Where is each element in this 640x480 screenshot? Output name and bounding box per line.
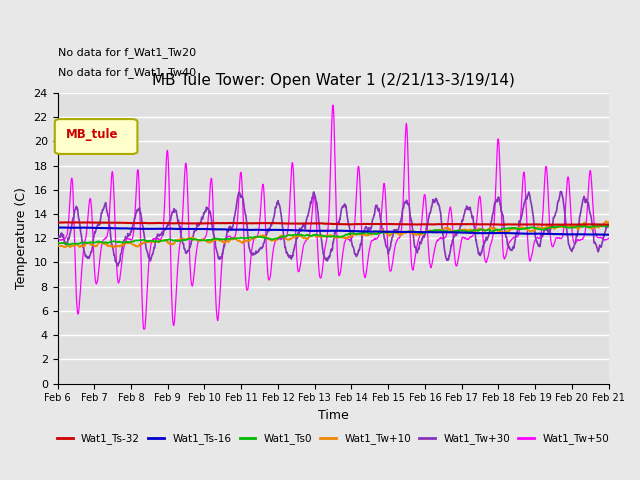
Title: MB Tule Tower: Open Water 1 (2/21/13-3/19/14): MB Tule Tower: Open Water 1 (2/21/13-3/1… (152, 72, 515, 87)
FancyBboxPatch shape (55, 119, 138, 154)
Text: MB_tule: MB_tule (66, 128, 118, 141)
Text: No data for f_Wat1_Tw40: No data for f_Wat1_Tw40 (58, 68, 196, 78)
Legend: Wat1_Ts-32, Wat1_Ts-16, Wat1_Ts0, Wat1_Tw+10, Wat1_Tw+30, Wat1_Tw+50: Wat1_Ts-32, Wat1_Ts-16, Wat1_Ts0, Wat1_T… (52, 430, 613, 449)
X-axis label: Time: Time (317, 409, 348, 422)
Text: No data for f_Wat1_Tw20: No data for f_Wat1_Tw20 (58, 47, 196, 58)
Y-axis label: Temperature (C): Temperature (C) (15, 187, 28, 289)
